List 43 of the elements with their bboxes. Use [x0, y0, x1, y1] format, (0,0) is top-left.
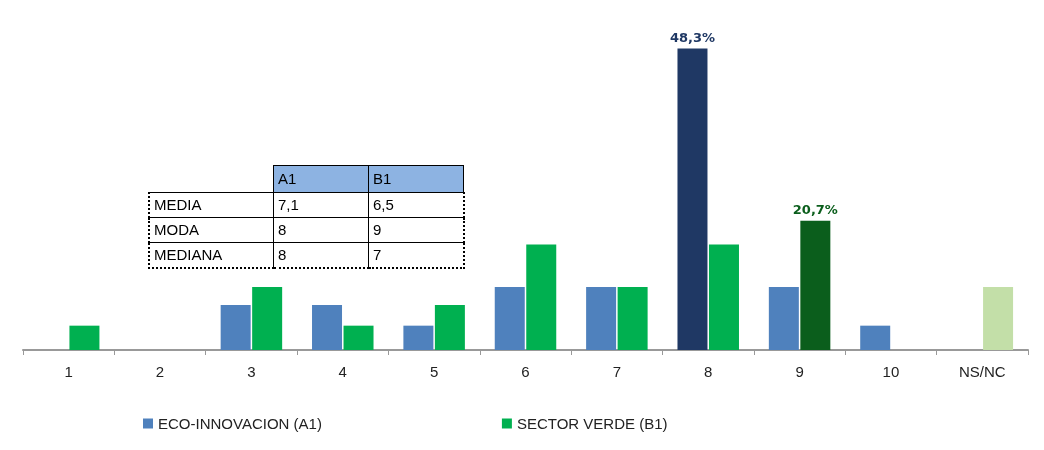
bar — [312, 305, 343, 350]
annotation: MODA — [149, 217, 274, 242]
bar — [586, 286, 617, 350]
x-tick-label: 5 — [429, 363, 439, 380]
annotation: 9 — [368, 217, 464, 242]
x-tick-label: 4 — [338, 363, 347, 380]
bar — [860, 325, 891, 350]
x-tick-label: 8 — [704, 363, 713, 380]
annotation: 7,1 — [273, 192, 369, 217]
data-label: 20,7% — [792, 201, 838, 217]
annotation: 8 — [273, 217, 369, 242]
annotation: MEDIANA — [149, 242, 274, 268]
x-tick-label: 2 — [155, 363, 165, 380]
bar — [343, 325, 374, 350]
x-tick-label: 3 — [247, 363, 256, 380]
bar — [800, 220, 831, 350]
x-tick-label: 9 — [795, 363, 804, 380]
bar — [677, 48, 708, 350]
data-label: 48,3% — [669, 29, 716, 45]
legend-label: SECTOR VERDE (B1) — [516, 415, 668, 432]
annotation: 7 — [368, 242, 464, 268]
annotation: A1 — [273, 165, 369, 192]
bar — [526, 244, 557, 350]
bar — [434, 305, 465, 350]
x-tick-label: 7 — [612, 363, 622, 380]
bar — [220, 305, 251, 350]
x-tick-label: 10 — [882, 363, 900, 380]
x-tick-label: 1 — [64, 363, 73, 380]
bar — [768, 286, 799, 350]
bar — [69, 325, 100, 350]
annotation: B1 — [368, 165, 464, 192]
annotation: MEDIA — [149, 192, 274, 217]
annotation: 8 — [273, 242, 369, 268]
legend-label: ECO-INNOVACION (A1) — [158, 415, 322, 432]
bar — [403, 325, 434, 350]
bar — [983, 286, 1014, 350]
bar — [252, 286, 283, 350]
x-tick-label: NS/NC — [958, 363, 1006, 380]
annotation: 6,5 — [368, 192, 464, 217]
bar — [617, 286, 648, 350]
x-tick-label: 6 — [521, 363, 530, 380]
bar — [708, 244, 739, 350]
bar — [494, 286, 525, 350]
